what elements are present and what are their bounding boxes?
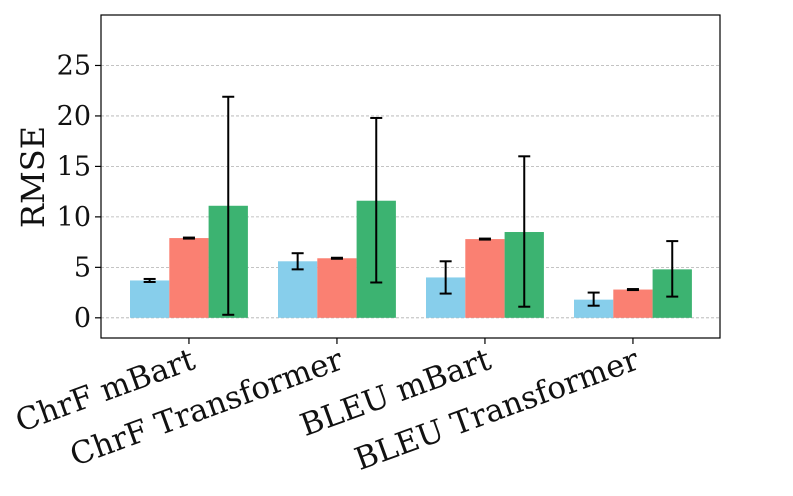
- bar: [574, 299, 614, 318]
- y-tick-label: 0: [74, 303, 91, 334]
- y-tick-label: 15: [57, 151, 91, 182]
- bar: [130, 280, 170, 318]
- y-tick-label: 20: [57, 101, 91, 132]
- y-tick-label: 10: [57, 202, 91, 233]
- error-bars: [143, 95, 679, 316]
- plot-frame: [100, 14, 721, 339]
- bar: [169, 238, 209, 318]
- y-tick-label: 25: [57, 50, 91, 81]
- bar: [278, 261, 318, 318]
- bar: [317, 258, 357, 318]
- y-axis-label: RMSE: [14, 126, 52, 228]
- bar: [613, 289, 653, 318]
- y-axis-ticks: 0 5 10 15 20 25: [57, 50, 101, 334]
- bar: [465, 239, 505, 318]
- y-tick-label: 5: [74, 252, 91, 283]
- bars: [130, 200, 692, 318]
